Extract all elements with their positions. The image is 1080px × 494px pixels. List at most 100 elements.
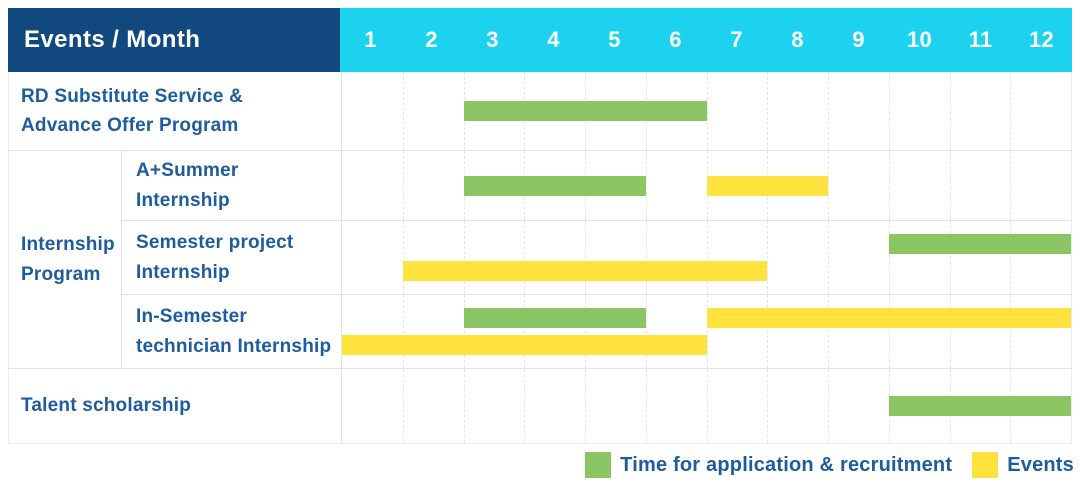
group-label-line: Program (21, 263, 101, 285)
bars-area (342, 221, 1071, 294)
month-gridline (767, 369, 769, 443)
month-gridline (706, 295, 708, 368)
month-gridline (1010, 72, 1012, 150)
month-gridline (706, 221, 708, 294)
gantt-row: Semester project Internship (121, 220, 1071, 294)
row-plot (341, 369, 1071, 443)
row-label: A+Summer Internship (121, 151, 341, 220)
row-plot (341, 295, 1071, 368)
row-label-line: Talent scholarship (21, 395, 192, 417)
month-gridline (402, 295, 404, 368)
gantt-row: A+Summer Internship (121, 151, 1071, 220)
month-header-11: 11 (968, 27, 993, 52)
month-gridline (828, 151, 829, 220)
application-color-swatch (585, 452, 612, 478)
group-subrows: A+Summer Internship Semester project Intern… (121, 151, 1071, 368)
month-gridline (524, 295, 526, 368)
month-gridline (645, 221, 647, 294)
bar-event (342, 335, 707, 355)
month-gridline (524, 369, 526, 443)
month-gridline (949, 151, 951, 220)
gantt-row-group: Internship Program A+Summer Internship Semes… (9, 150, 1071, 368)
month-gridline (706, 369, 708, 443)
bar-application (888, 396, 1071, 416)
group-label: Internship Program (9, 151, 121, 368)
bar-application (463, 175, 646, 196)
bar-line (342, 261, 1071, 281)
month-gridline (524, 221, 526, 294)
month-gridline (706, 72, 708, 150)
bar-event (706, 175, 828, 196)
month-gridline (767, 72, 769, 150)
month-header-10: 10 (906, 27, 933, 52)
month-header-6: 6 (669, 27, 682, 52)
month-gridline (1010, 295, 1012, 368)
row-label-line: A+Summer (136, 160, 239, 182)
gantt-row: RD Substitute Service & Advance Offer Pro… (9, 72, 1071, 150)
gantt-row: In-Semester technician Internship (121, 294, 1071, 368)
month-gridline (585, 221, 586, 294)
legend-label-events: Events (1007, 453, 1074, 476)
month-gridline (828, 369, 829, 443)
row-plot (341, 72, 1071, 150)
bar-application (463, 101, 707, 121)
month-gridline (463, 221, 465, 294)
row-label: RD Substitute Service & Advance Offer Pro… (9, 72, 341, 150)
header-row: Events / Month 1 2 3 4 5 6 7 8 9 10 11 12 (8, 8, 1072, 72)
bar-line (342, 308, 1071, 328)
row-label-line: RD Substitute Service & (21, 85, 244, 107)
month-header-1: 1 (364, 27, 377, 52)
month-header-9: 9 (852, 27, 865, 52)
month-gridline (402, 151, 404, 220)
legend-item-events: Events (972, 452, 1074, 478)
row-label-line: In-Semester (136, 306, 247, 328)
row-label-line: Advance Offer Program (21, 115, 239, 136)
gantt-body: RD Substitute Service & Advance Offer Pro… (8, 72, 1072, 444)
month-gridline (949, 72, 951, 150)
row-label-line: technician Internship (136, 335, 332, 357)
month-gridline (888, 295, 890, 368)
bars-area (342, 151, 1071, 220)
legend-item-application: Time for application & recruitment (585, 452, 952, 478)
bar-event (706, 308, 1071, 328)
group-label-line: Internship (21, 234, 115, 256)
row-plot (341, 151, 1071, 220)
month-gridline (645, 151, 647, 220)
month-header-4: 4 (547, 27, 560, 52)
month-header-8: 8 (791, 27, 804, 52)
month-columns: 1 2 3 4 5 6 7 8 9 10 11 12 (340, 8, 1072, 72)
month-gridline (1010, 151, 1012, 220)
month-gridline (463, 295, 465, 368)
legend-label-application: Time for application & recruitment (620, 453, 953, 476)
row-label-line: Semester project (136, 232, 294, 254)
month-gridline (767, 221, 769, 294)
row-label-line: Internship (136, 189, 230, 211)
month-gridline (949, 295, 951, 368)
month-gridline (828, 295, 829, 368)
month-gridline (645, 369, 647, 443)
bars-area (342, 295, 1071, 368)
row-label-line: Internship (136, 261, 230, 283)
month-gridline (828, 72, 829, 150)
month-header-5: 5 (608, 27, 621, 52)
row-label: Semester project Internship (121, 221, 341, 294)
bar-line (342, 234, 1071, 254)
legend: Time for application & recruitment Event… (0, 452, 1074, 478)
bars-area (342, 72, 1071, 150)
month-gridline (888, 72, 890, 150)
row-plot (341, 221, 1071, 294)
bar-application (463, 308, 646, 328)
month-header-12: 12 (1028, 27, 1055, 52)
bar-line (342, 335, 1071, 355)
gantt-table: Events / Month 1 2 3 4 5 6 7 8 9 10 11 12 RD Substi… (8, 8, 1072, 444)
bar-event (402, 261, 768, 281)
bars-area (342, 369, 1071, 443)
month-gridline (828, 221, 829, 294)
month-gridline (402, 369, 404, 443)
month-gridline (949, 221, 951, 294)
month-gridline (888, 151, 890, 220)
bar-line (342, 101, 1071, 121)
month-gridline (888, 221, 890, 294)
month-header-7: 7 (730, 27, 743, 52)
